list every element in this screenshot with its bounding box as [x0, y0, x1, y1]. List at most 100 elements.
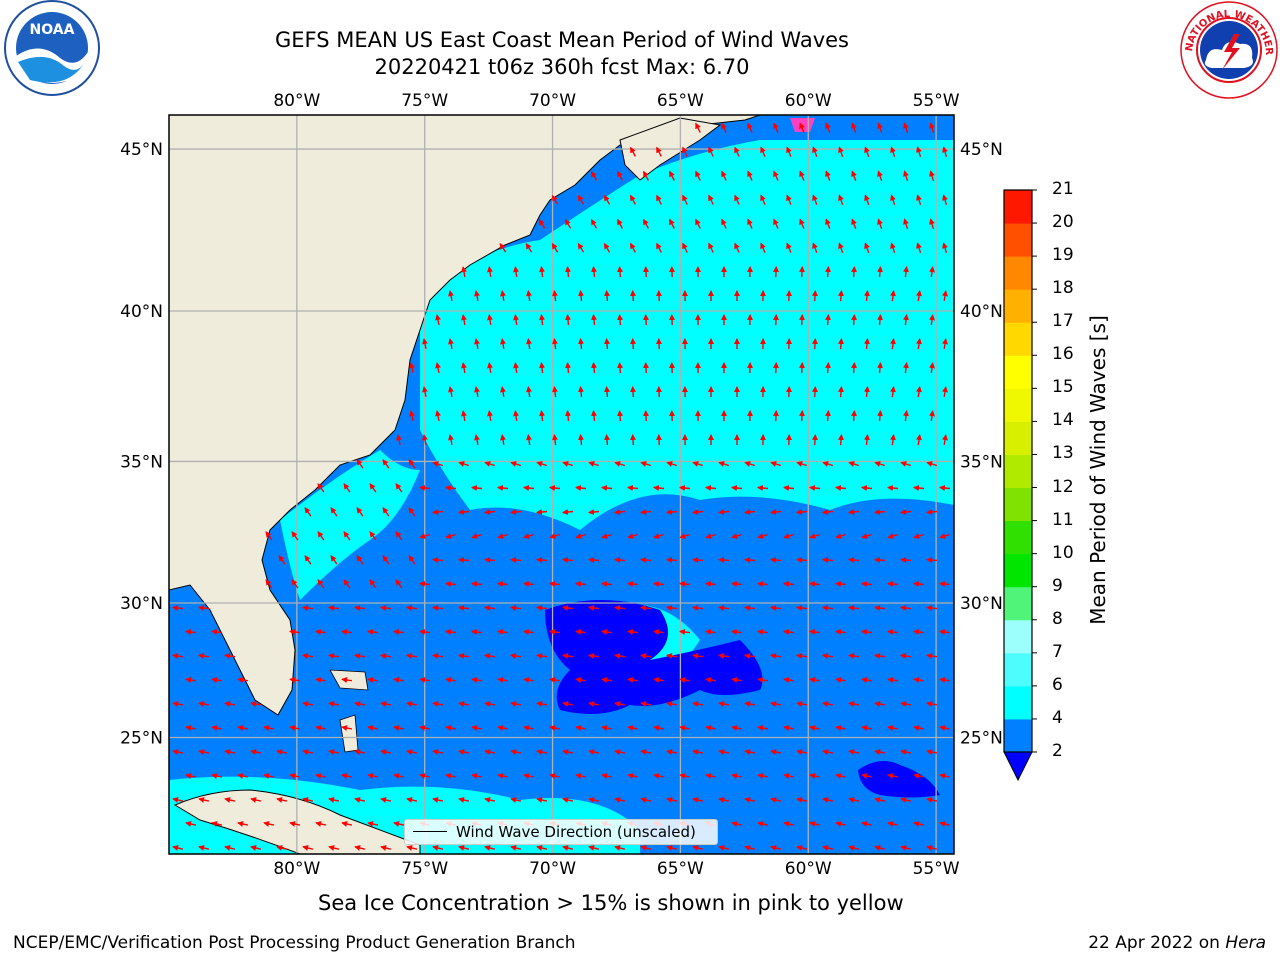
colorbar-segment — [1004, 355, 1032, 389]
wave-arrow — [211, 629, 223, 635]
wave-arrow — [640, 701, 652, 707]
wave-arrow — [851, 218, 857, 229]
wave-arrow — [590, 170, 598, 181]
lon-label-bottom: 70°W — [529, 859, 576, 879]
wave-arrow — [760, 146, 766, 157]
wave-arrow — [500, 386, 506, 398]
lon-label-bottom: 55°W — [913, 859, 960, 879]
wave-arrow — [484, 797, 496, 803]
wave-arrow — [224, 797, 236, 803]
wave-arrow — [354, 701, 366, 707]
lon-label-bottom: 60°W — [785, 859, 832, 879]
lon-label-bottom: 75°W — [401, 859, 448, 879]
colorbar-tick-label: 2 — [1052, 741, 1063, 761]
wave-arrow — [848, 749, 860, 755]
wave-arrow — [419, 725, 431, 731]
wave-arrow — [747, 218, 753, 229]
wave-arrow — [718, 749, 730, 755]
wave-arrow — [757, 677, 768, 683]
wave-arrow — [380, 653, 392, 659]
wave-arrow — [770, 653, 782, 659]
wave-arrow — [552, 290, 558, 302]
wave-arrow — [809, 629, 821, 635]
wave-arrow — [669, 170, 675, 181]
wave-arrow — [666, 605, 678, 611]
wave-arrow — [887, 725, 899, 731]
wave-arrow — [237, 773, 249, 779]
wave-arrow — [721, 218, 727, 229]
wave-arrow — [848, 701, 860, 707]
wave-arrow — [851, 122, 857, 133]
wave-arrow — [419, 533, 431, 539]
wave-arrow — [616, 218, 624, 229]
lon-label-top: 80°W — [273, 91, 320, 111]
wave-arrow — [913, 533, 925, 539]
wave-arrow — [526, 386, 532, 398]
wave-arrow — [575, 485, 587, 491]
wave-arrow — [653, 533, 665, 539]
wave-arrow — [822, 461, 834, 467]
wave-arrow — [435, 362, 441, 374]
wave-arrow — [877, 218, 883, 229]
wave-arrow — [929, 122, 935, 133]
nws-logo-icon: NATIONAL WEATHER SERVICE — [1178, 0, 1278, 99]
wave-arrow — [864, 146, 870, 157]
wave-arrow — [848, 509, 860, 515]
wave-arrow — [939, 773, 951, 779]
wave-arrow — [445, 773, 457, 779]
wave-arrow — [630, 434, 636, 446]
wave-arrow — [903, 122, 909, 134]
wave-arrow — [616, 170, 624, 181]
wave-arrow — [211, 677, 222, 683]
wave-arrow — [461, 314, 467, 326]
wave-arrow — [380, 749, 392, 755]
wave-arrow — [458, 605, 470, 611]
wave-arrow — [588, 701, 600, 707]
wave-arrow — [682, 194, 688, 205]
colorbar-tick-label: 11 — [1052, 509, 1074, 530]
wave-arrow — [864, 242, 870, 253]
wave-arrow — [692, 509, 704, 515]
wave-arrow — [669, 218, 675, 229]
wave-arrow — [721, 170, 727, 181]
wave-arrow — [304, 555, 312, 565]
wave-arrow — [900, 701, 912, 707]
wave-arrow — [627, 725, 639, 731]
wave-arrow — [916, 146, 922, 158]
wave-arrow — [718, 845, 730, 851]
wave-arrow — [591, 410, 597, 422]
wave-arrow — [916, 338, 922, 350]
colorbar-segment — [1004, 619, 1032, 654]
wave-arrow — [341, 629, 353, 635]
wave-arrow — [523, 725, 535, 731]
wave-arrow — [471, 725, 483, 731]
wave-arrow — [708, 194, 714, 205]
wave-arrow — [523, 629, 535, 635]
wave-period-zone-4-6 — [420, 140, 954, 530]
wave-arrow — [783, 773, 795, 779]
wave-arrow — [575, 725, 587, 731]
wave-arrow — [435, 410, 441, 422]
legend-line-swatch — [413, 831, 447, 832]
wave-arrow — [874, 749, 886, 755]
wave-arrow — [799, 362, 805, 374]
wave-arrow — [786, 146, 792, 157]
wave-arrow — [796, 845, 808, 851]
wave-arrow — [289, 773, 301, 779]
wave-arrow — [224, 749, 236, 755]
colorbar-segment — [1004, 652, 1032, 687]
wave-arrow — [289, 677, 300, 683]
wave-arrow — [783, 725, 795, 731]
lat-label-right: 40°N — [960, 302, 1003, 322]
wave-arrow — [627, 677, 638, 683]
wave-arrow — [604, 290, 610, 302]
wave-arrow — [744, 845, 756, 851]
wave-arrow — [757, 725, 769, 731]
wave-arrow — [265, 579, 273, 589]
wave-arrow — [747, 170, 753, 181]
wave-arrow — [913, 581, 925, 587]
wave-arrow — [315, 677, 326, 683]
wave-arrow — [770, 701, 782, 707]
wave-arrow — [929, 314, 935, 325]
wave-arrow — [536, 653, 548, 659]
